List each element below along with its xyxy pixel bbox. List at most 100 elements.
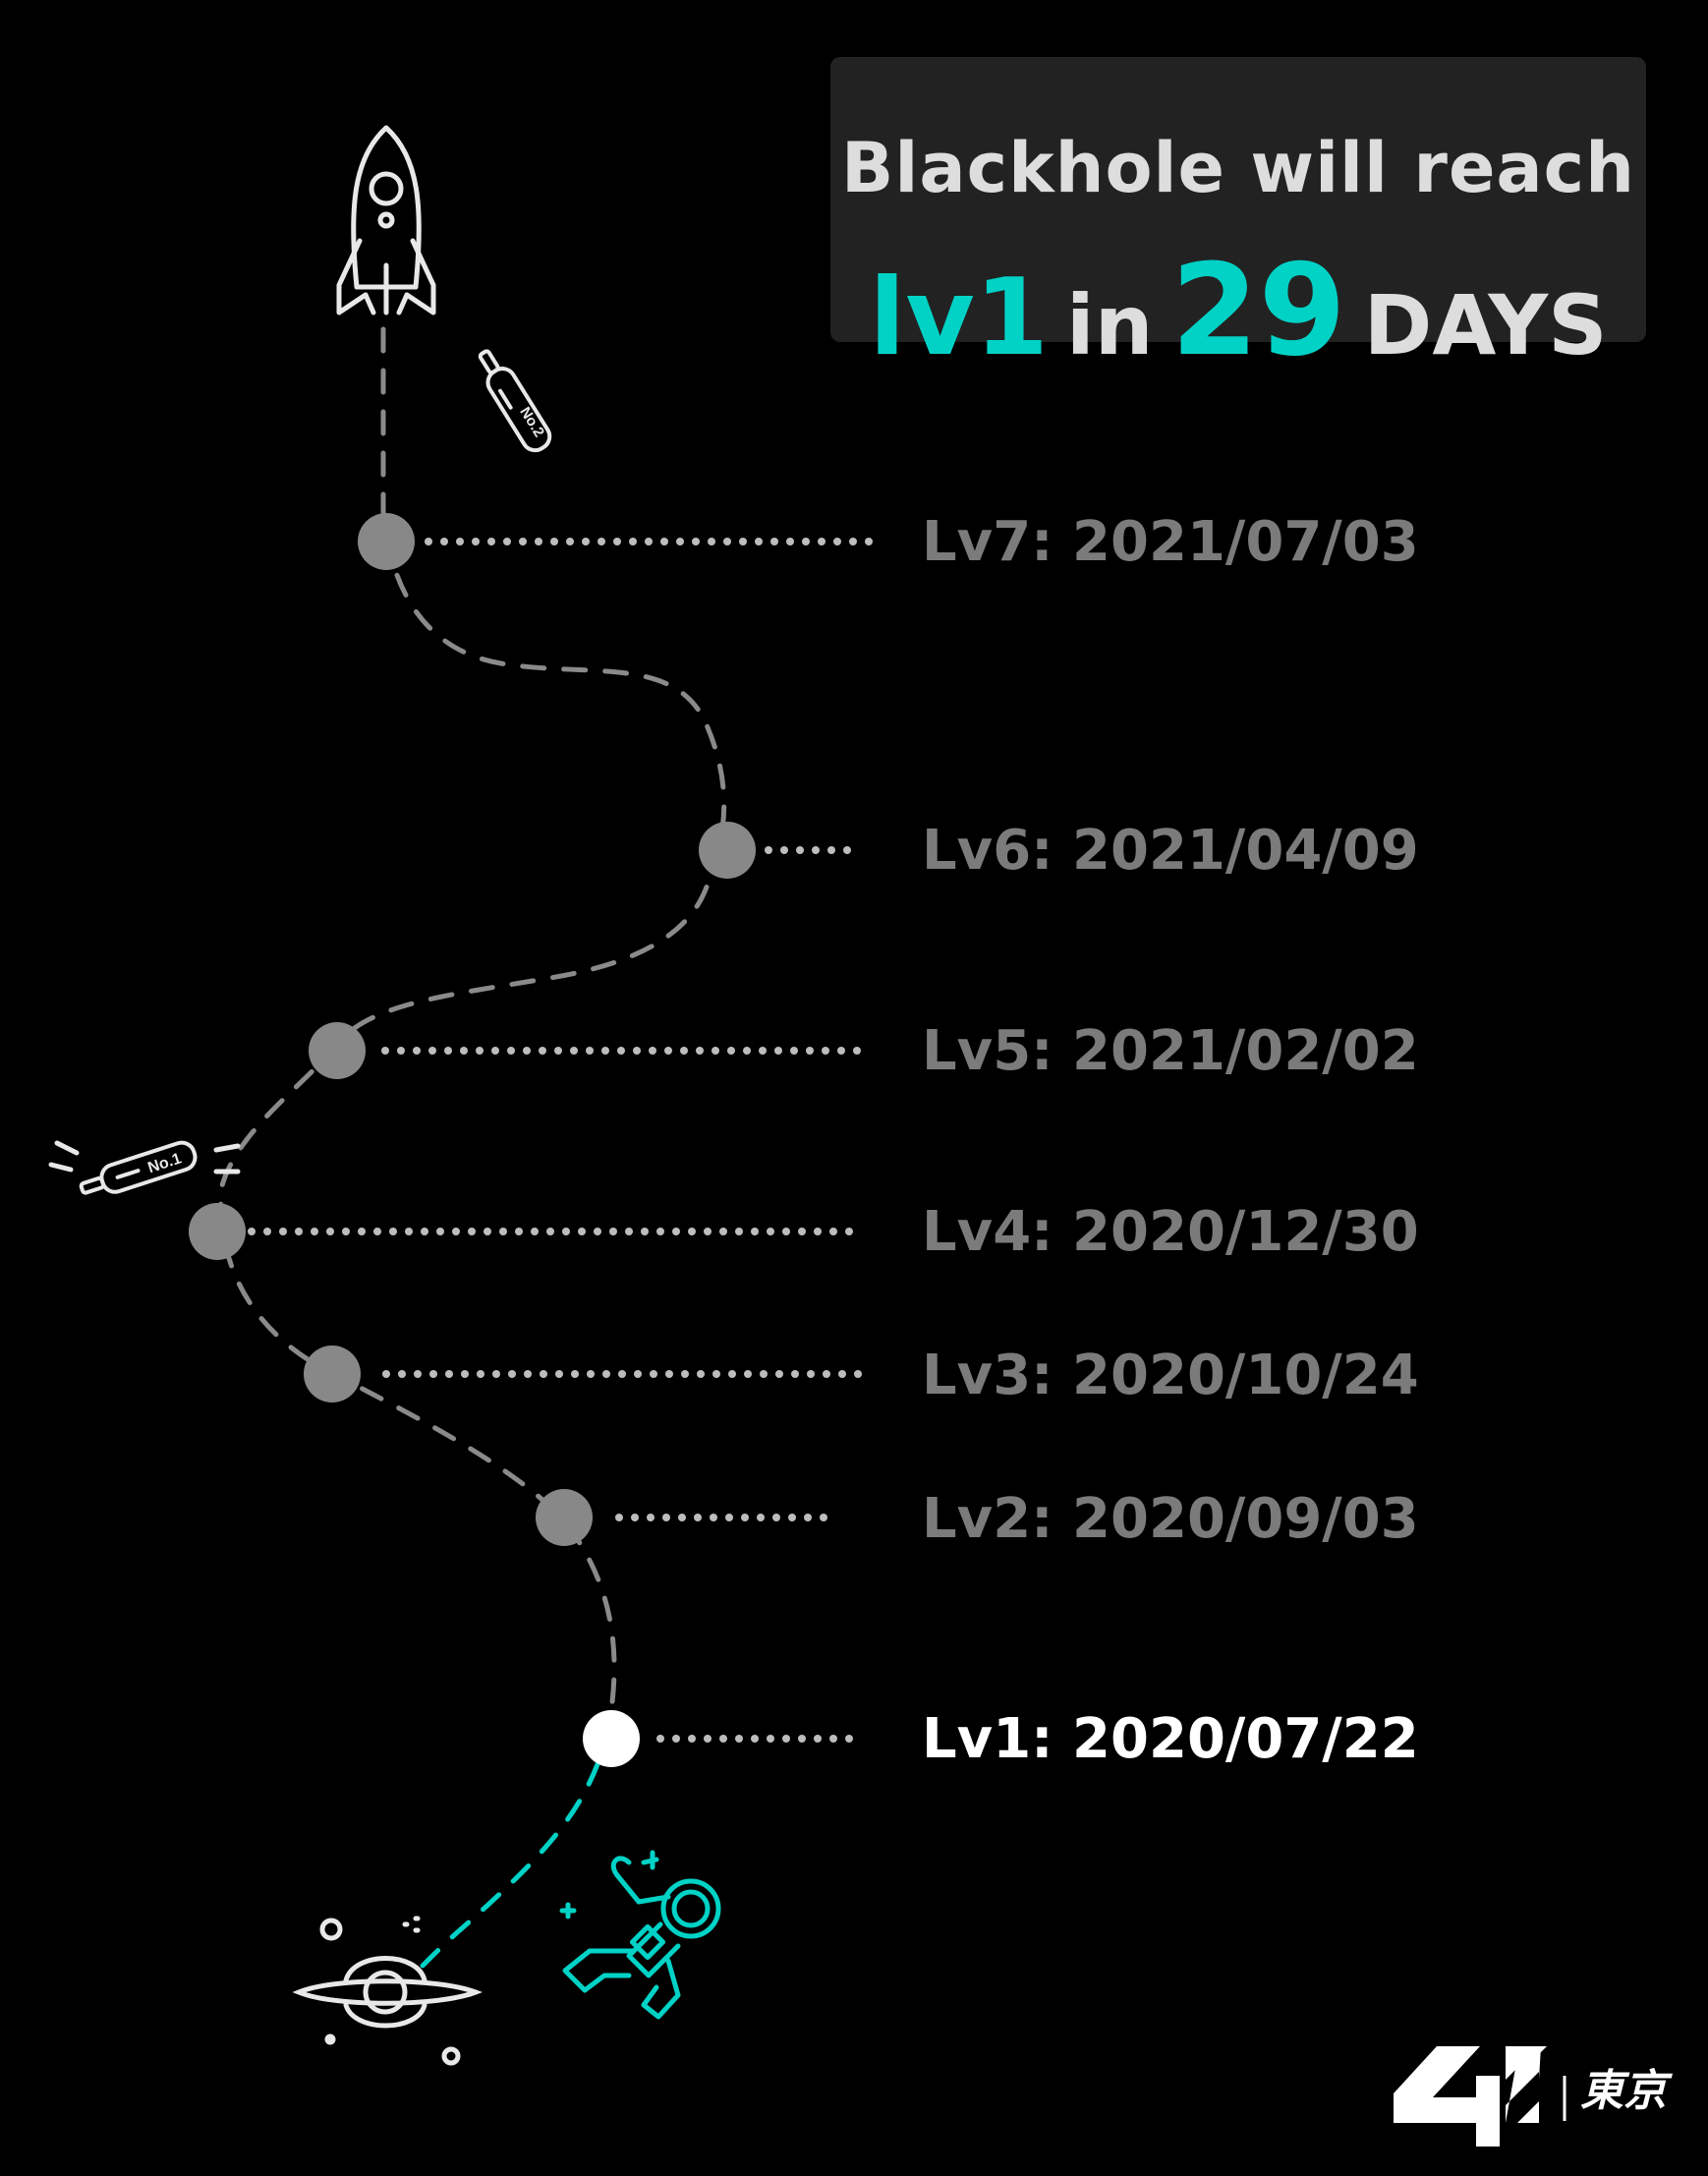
- bottle-label: No.2: [516, 404, 547, 440]
- connector-dot: [696, 1047, 704, 1055]
- target-level: lv1: [869, 257, 1049, 379]
- connector-dot: [719, 1735, 727, 1743]
- connector-dot: [744, 1370, 752, 1378]
- connector-dot: [571, 1370, 579, 1378]
- connector-dot: [678, 1514, 686, 1521]
- logo-42: [1394, 2046, 1547, 2147]
- connector-dot: [710, 1514, 717, 1521]
- connector-dot: [609, 1228, 617, 1235]
- connector-dot: [587, 1370, 595, 1378]
- connector-dot: [634, 1370, 642, 1378]
- connector-dot: [598, 538, 605, 545]
- connector-dot: [429, 1370, 437, 1378]
- connector-dot: [656, 1228, 664, 1235]
- connector-dot: [708, 538, 715, 545]
- connector-dot: [751, 1735, 759, 1743]
- connector-dot: [829, 1735, 837, 1743]
- connector-dot: [491, 1047, 499, 1055]
- connector-dot: [601, 1047, 609, 1055]
- connector-dot: [631, 1514, 639, 1521]
- connector-dot: [452, 1228, 460, 1235]
- connector-dot: [507, 1047, 515, 1055]
- connector-dot: [460, 1047, 468, 1055]
- connector-dot: [540, 1370, 547, 1378]
- connector-dot: [751, 1228, 759, 1235]
- connector-dot: [358, 1228, 366, 1235]
- connector-dot: [833, 538, 841, 545]
- connector-dot: [326, 1228, 334, 1235]
- connector-dot: [602, 1370, 610, 1378]
- connector-dot: [759, 1047, 767, 1055]
- connector-dot: [656, 1735, 664, 1743]
- days-count: 29: [1170, 238, 1346, 384]
- dotted-connectors: [248, 538, 873, 1743]
- journey-path-end: [415, 1761, 600, 1974]
- connector-dot: [838, 1370, 846, 1378]
- connector-dot: [723, 538, 731, 545]
- connector-dot: [503, 538, 511, 545]
- connector-dot: [692, 538, 700, 545]
- connector-dot: [436, 1228, 444, 1235]
- brand-city: 東京: [1580, 2066, 1667, 2116]
- level-node: [309, 1022, 366, 1079]
- connector-dot: [665, 1370, 673, 1378]
- level-label-lv4: Lv4: 2020/12/30: [922, 1200, 1419, 1264]
- connector-dot: [725, 1514, 733, 1521]
- connector-dot: [757, 1514, 765, 1521]
- connector-dot: [791, 1370, 799, 1378]
- connector-dot: [279, 1228, 287, 1235]
- connector-dot: [578, 1228, 586, 1235]
- connector-dot: [468, 1228, 476, 1235]
- connector-dot: [681, 1370, 689, 1378]
- connector-dot: [802, 538, 810, 545]
- connector-dot: [704, 1228, 712, 1235]
- level-label-lv1: Lv1: 2020/07/22: [922, 1707, 1419, 1771]
- connector-dot: [425, 538, 432, 545]
- days-word: DAYS: [1363, 277, 1608, 373]
- connector-dot: [712, 1047, 719, 1055]
- level-node-current: [583, 1710, 640, 1767]
- connector-dot: [735, 1735, 743, 1743]
- connector-dot: [727, 1047, 735, 1055]
- connector-dot: [342, 1228, 350, 1235]
- connector-dot: [617, 1047, 625, 1055]
- connector-dot: [398, 1370, 406, 1378]
- connector-dot: [798, 1735, 806, 1743]
- connector-dot: [625, 1228, 633, 1235]
- level-nodes: [189, 513, 756, 1767]
- level-label-lv2: Lv2: 2020/09/03: [922, 1487, 1419, 1551]
- connector-dot: [822, 1047, 829, 1055]
- connector-dot: [774, 1047, 782, 1055]
- connector-dot: [428, 1047, 436, 1055]
- connector-dot: [788, 1514, 796, 1521]
- connector-dot: [662, 1514, 670, 1521]
- connector-dot: [613, 538, 621, 545]
- connector-dot: [515, 1228, 523, 1235]
- connector-dot: [539, 1047, 546, 1055]
- connector-dot: [633, 1047, 641, 1055]
- connector-dot: [492, 1370, 500, 1378]
- connector-dot: [664, 1047, 672, 1055]
- connector-dot: [760, 1370, 768, 1378]
- connector-dot: [827, 846, 835, 854]
- connector-dot: [615, 1514, 623, 1521]
- motion-lines: [48, 1140, 241, 1174]
- connector-dot: [767, 1228, 774, 1235]
- connector-dot: [414, 1370, 422, 1378]
- connector-dot: [853, 1047, 861, 1055]
- connector-dot: [295, 1228, 303, 1235]
- connector-dot: [629, 538, 637, 545]
- connector-dot: [531, 1228, 539, 1235]
- level-label-lv7: Lv7: 2021/07/03: [922, 510, 1419, 574]
- banner-title: Blackhole will reach: [841, 128, 1635, 208]
- connector-dot: [812, 846, 820, 854]
- connector-dot: [641, 1228, 649, 1235]
- connector-dot: [782, 1228, 790, 1235]
- connector-dot: [562, 1228, 570, 1235]
- connector-dot: [849, 538, 857, 545]
- connector-dot: [570, 1047, 578, 1055]
- connector-dot: [660, 538, 668, 545]
- connector-dot: [582, 538, 590, 545]
- connector-dot: [743, 1047, 751, 1055]
- connector-dot: [823, 1370, 830, 1378]
